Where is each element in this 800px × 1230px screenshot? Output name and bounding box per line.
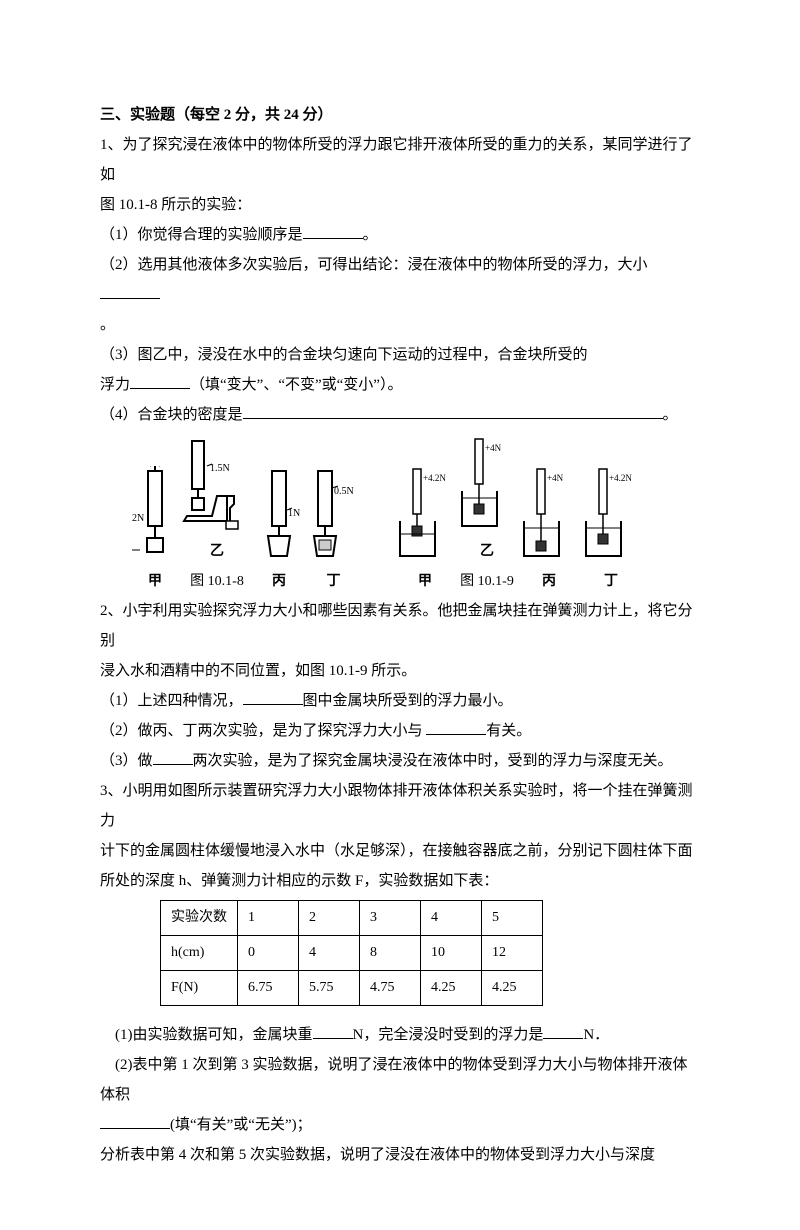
q1-p4-dot: 。 (663, 407, 678, 423)
fig9-label-jia: 甲 (418, 568, 432, 596)
q2-p3-a: （3）做 (100, 753, 153, 769)
q2-p1-a: （1）上述四种情况， (100, 693, 243, 709)
q2-p3-blank[interactable] (153, 749, 193, 765)
fig8-caption: 图 10.1-8 (190, 568, 244, 596)
table-row: h(cm) 0 4 8 10 12 (161, 936, 543, 971)
fig8-yi-icon: 1.5N (182, 436, 252, 536)
q1-p4-blank[interactable] (243, 403, 663, 419)
q3-stem-line1: 3、小明用如图所示装置研究浮力大小跟物体排开液体体积关系实验时，将一个挂在弹簧测… (100, 776, 700, 836)
svg-text:0.5N: 0.5N (334, 486, 354, 497)
q1-p3-post: （填“变大”、“不变”或“变小”）。 (190, 377, 402, 393)
fig8-label-yi: 乙 (210, 538, 224, 566)
figure-10-1-9: +4.2N 甲 +4N 乙 图 10.1-9 (395, 436, 641, 596)
svg-text:+4N: +4N (547, 473, 564, 483)
q3-stem-line3: 所处的深度 h、弹簧测力计相应的示数 F，实验数据如下表： (100, 866, 700, 896)
q3-stem-line2: 计下的金属圆柱体缓慢地浸入水中（水足够深），在接触容器底之前，分别记下圆柱体下面 (100, 836, 700, 866)
svg-text:+4.2N: +4.2N (609, 473, 632, 483)
fig9-caption: 图 10.1-9 (460, 568, 514, 596)
q1-p2-blank[interactable] (100, 283, 160, 299)
q2-p2-b: 有关。 (486, 723, 531, 739)
q3-p1-a: (1)由实验数据可知，金属块重 (115, 1027, 313, 1043)
q3-p1-end: N． (583, 1027, 609, 1043)
q3-p1-blank2[interactable] (543, 1023, 583, 1039)
q1-stem-line2: 图 10.1-8 所示的实验： (100, 190, 700, 220)
fig8-jia-icon: 2N (130, 466, 180, 566)
table-row: F(N) 6.75 5.75 4.75 4.25 4.25 (161, 971, 543, 1006)
q1-p2-dot: 。 (100, 317, 115, 333)
q1-p1-text: （1）你觉得合理的实验顺序是 (100, 227, 303, 243)
q2-p2-a: （2）做丙、丁两次实验，是为了探究浮力大小与 (100, 723, 426, 739)
q2-p3-b: 两次实验，是为了探究金属块浸没在液体中时，受到的浮力与深度无关。 (193, 753, 673, 769)
q3-p1-blank1[interactable] (313, 1023, 353, 1039)
fig9-label-yi: 乙 (480, 538, 494, 566)
q2-stem-line2: 浸入水和酒精中的不同位置，如图 10.1-9 所示。 (100, 656, 700, 686)
fig9-label-bing: 丙 (542, 568, 556, 596)
q1-p1-blank[interactable] (303, 223, 363, 239)
q1-p4-text: （4）合金块的密度是 (100, 407, 243, 423)
svg-text:+4N: +4N (485, 443, 502, 453)
q2-p1-blank[interactable] (243, 689, 303, 705)
fig8-ding-icon: 0.5N (306, 466, 361, 566)
q2-p1-b: 图中金属块所受到的浮力最小。 (303, 693, 513, 709)
q3-data-table: 实验次数 1 2 3 4 5 h(cm) 0 4 8 10 12 F(N) 6.… (160, 900, 543, 1006)
svg-text:2N: 2N (132, 513, 144, 524)
table-row: 实验次数 1 2 3 4 5 (161, 901, 543, 936)
figure-10-1-8: 2N 甲 1.5N 乙 图 10.1-8 (130, 436, 361, 596)
q3-p2-b: (填“有关”或“无关”)； (170, 1117, 312, 1133)
q1-stem-line1: 1、为了探究浸在液体中的物体所受的浮力跟它排开液体所受的重力的关系，某同学进行了… (100, 130, 700, 190)
q3-p2-blank[interactable] (100, 1113, 170, 1129)
q2-p2-blank[interactable] (426, 719, 486, 735)
figure-row: 2N 甲 1.5N 乙 图 10.1-8 (130, 436, 700, 596)
svg-text:1N: 1N (288, 508, 300, 519)
fig9-jia-icon: +4.2N (395, 466, 455, 566)
q2-stem-line1: 2、小宇利用实验探究浮力大小和哪些因素有关系。他把金属块挂在弹簧测力计上，将它分… (100, 596, 700, 656)
q1-p1-dot: 。 (363, 227, 378, 243)
q1-p2-text: （2）选用其他液体多次实验后，可得出结论：浸在液体中的物体所受的浮力，大小 (100, 257, 648, 273)
fig8-label-bing: 丙 (272, 568, 286, 596)
fig9-ding-icon: +4.2N (581, 466, 641, 566)
q3-p1-mid: N，完全浸没时受到的浮力是 (353, 1027, 544, 1043)
q3-p3: 分析表中第 4 次和第 5 次实验数据，说明了浸没在液体中的物体受到浮力大小与深… (100, 1140, 700, 1170)
q1-p3-blank[interactable] (130, 373, 190, 389)
fig8-label-jia: 甲 (148, 568, 162, 596)
q3-p2-line1: (2)表中第 1 次到第 3 实验数据，说明了浸在液体中的物体受到浮力大小与物体… (100, 1050, 700, 1110)
fig9-label-ding: 丁 (604, 568, 618, 596)
svg-text:+4.2N: +4.2N (423, 473, 446, 483)
section-title: 三、实验题（每空 2 分，共 24 分） (100, 100, 700, 130)
fig8-bing-icon: 1N (254, 466, 304, 566)
fig9-bing-icon: +4N (519, 466, 579, 566)
q1-p3-line1: （3）图乙中，浸没在水中的合金块匀速向下运动的过程中，合金块所受的 (100, 340, 700, 370)
fig9-yi-icon: +4N (457, 436, 517, 536)
q1-p3-pre: 浮力 (100, 377, 130, 393)
fig8-label-ding: 丁 (327, 568, 341, 596)
svg-text:1.5N: 1.5N (210, 463, 230, 474)
